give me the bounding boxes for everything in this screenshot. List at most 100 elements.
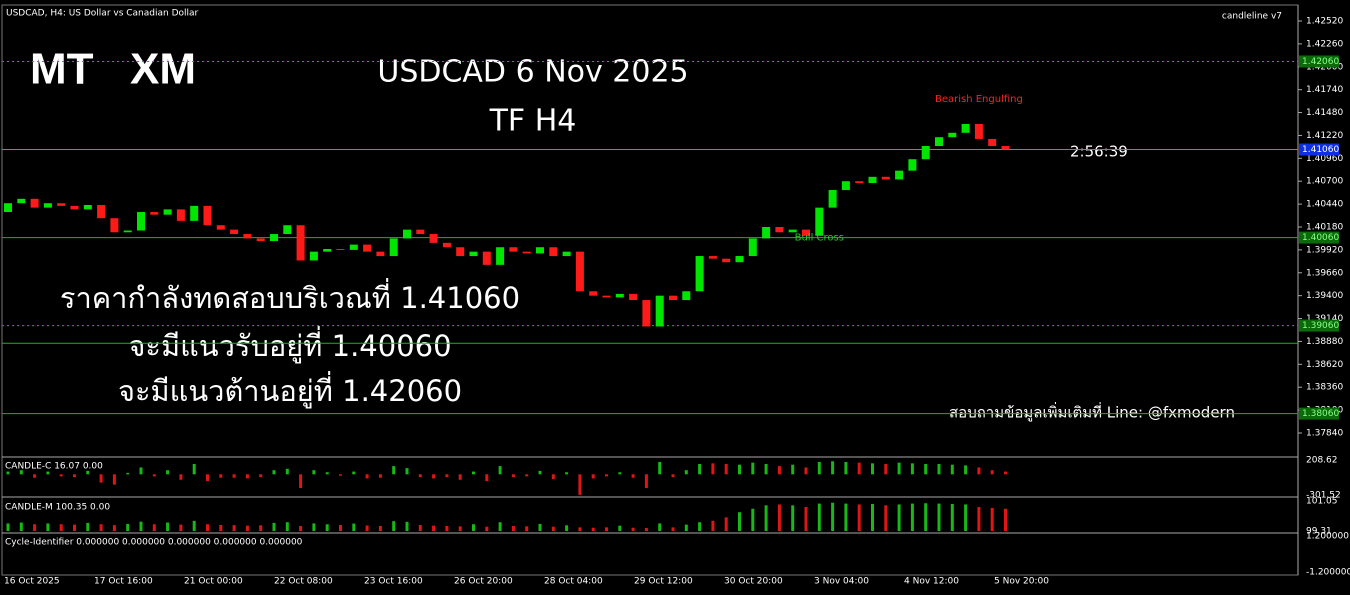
indicator-bar bbox=[751, 462, 755, 475]
indicator-label: CANDLE-M 100.35 0.00 bbox=[5, 503, 110, 513]
candle-body bbox=[230, 229, 239, 235]
candle-body bbox=[815, 207, 824, 236]
indicator-bar bbox=[19, 470, 23, 475]
indicator-bar bbox=[538, 523, 542, 531]
indicator-bar bbox=[511, 526, 515, 531]
candle-body bbox=[283, 225, 292, 235]
candle-body bbox=[123, 230, 132, 233]
indicator-bar bbox=[804, 507, 808, 531]
indicator-bar bbox=[871, 503, 874, 531]
indicator-bar bbox=[325, 472, 329, 475]
candle-body bbox=[43, 203, 52, 208]
indicator-bar bbox=[924, 503, 928, 531]
indicator-bar bbox=[511, 474, 515, 478]
indicator-bar bbox=[179, 474, 183, 480]
indicator-bar bbox=[724, 464, 728, 475]
candle-body bbox=[735, 256, 744, 263]
indicator-bar bbox=[472, 524, 475, 531]
candle-body bbox=[802, 229, 810, 236]
candle-body bbox=[496, 247, 505, 265]
candle-body bbox=[243, 234, 252, 239]
indicator-bar bbox=[964, 504, 968, 531]
indicator-bar bbox=[711, 463, 715, 475]
x-tick-label: 29 Oct 12:00 bbox=[634, 577, 693, 587]
candle-body bbox=[309, 251, 318, 261]
candle-body bbox=[881, 176, 890, 180]
candle-body bbox=[722, 258, 731, 263]
y-tick-label: 1.42520 bbox=[1306, 17, 1343, 27]
candle-body bbox=[655, 295, 664, 327]
indicator-bar bbox=[405, 468, 409, 475]
indicator-bar bbox=[192, 520, 196, 531]
candle-body bbox=[163, 209, 172, 215]
indicator-bar bbox=[658, 523, 662, 531]
indicator-bar bbox=[192, 464, 196, 475]
indicator-bar bbox=[232, 474, 236, 478]
indicator-bar bbox=[871, 463, 874, 475]
candle-body bbox=[349, 244, 358, 250]
y-tick-label: 1.38360 bbox=[1306, 383, 1343, 393]
x-tick-label: 23 Oct 16:00 bbox=[364, 577, 423, 587]
x-tick-label: 28 Oct 04:00 bbox=[544, 577, 603, 587]
indicator-name: candleline v7 bbox=[1222, 12, 1282, 22]
candle-body bbox=[855, 181, 864, 183]
indicator-bar bbox=[684, 470, 688, 475]
indicator-bar bbox=[897, 462, 901, 475]
indicator-bar bbox=[285, 522, 289, 531]
y-tick-label: 1.39140 bbox=[1306, 314, 1343, 324]
y-tick-label: 1.40440 bbox=[1306, 200, 1343, 210]
level-label: 1.42060 bbox=[1302, 57, 1339, 67]
indicator-bar bbox=[1004, 508, 1007, 531]
title: USDCAD 6 Nov 2025 bbox=[377, 55, 688, 90]
note: ราคากำลังทดสอบบริเวณที่ 1.41060 bbox=[60, 278, 520, 315]
indicator-bar bbox=[844, 503, 848, 531]
indicator-bar bbox=[405, 521, 409, 531]
candle-body bbox=[828, 190, 837, 208]
candle-body bbox=[841, 181, 850, 191]
indicator-bar bbox=[498, 466, 502, 475]
indicator-bar bbox=[99, 524, 103, 531]
note: จะมีแนวรับอยู่ที่ 1.40060 bbox=[128, 326, 451, 364]
indicator-bar bbox=[392, 521, 396, 531]
indicator-label: CANDLE-C 16.07 0.00 bbox=[5, 462, 103, 472]
indicator-bar bbox=[166, 470, 170, 475]
indicator-bar bbox=[46, 471, 50, 475]
indicator-bar bbox=[73, 524, 76, 531]
y-tick-label: 1.41480 bbox=[1306, 108, 1343, 118]
level-tag bbox=[1299, 231, 1339, 244]
indicator-bar bbox=[206, 474, 209, 482]
candle-body bbox=[748, 238, 757, 257]
candle-body bbox=[323, 249, 332, 252]
candle-body bbox=[669, 295, 677, 301]
indicator-bar bbox=[445, 526, 449, 531]
y-tick-label: 1.40960 bbox=[1306, 154, 1343, 164]
candle-body bbox=[456, 247, 465, 257]
logo-left: MT bbox=[30, 45, 94, 94]
indicator-bar bbox=[139, 521, 143, 531]
x-tick-label: 26 Oct 20:00 bbox=[454, 577, 513, 587]
candle-body bbox=[17, 198, 26, 204]
candle-body bbox=[762, 227, 771, 239]
indicator-bar bbox=[86, 522, 90, 531]
indicator-bar bbox=[1004, 471, 1007, 475]
indicator-bar bbox=[924, 464, 928, 475]
indicator-bar bbox=[152, 474, 156, 477]
indicator-bar bbox=[791, 505, 795, 531]
candle-body bbox=[190, 205, 199, 221]
candle-body bbox=[522, 251, 531, 254]
candle-body bbox=[4, 203, 12, 213]
indicator-bar bbox=[525, 526, 529, 531]
indicator-bar bbox=[777, 504, 781, 531]
candle-body bbox=[536, 247, 544, 254]
indicator-bar bbox=[525, 474, 529, 477]
indicator-bar bbox=[432, 474, 436, 479]
logo-right: XM bbox=[130, 45, 196, 94]
candle-body bbox=[615, 293, 624, 298]
x-tick-label: 21 Oct 00:00 bbox=[184, 577, 243, 587]
indicator-bar bbox=[392, 466, 396, 475]
y-tick-label: 1.40700 bbox=[1306, 177, 1343, 187]
indicator-bar bbox=[59, 474, 63, 477]
candle-body bbox=[935, 137, 943, 147]
indicator-bar bbox=[179, 524, 183, 531]
candle-body bbox=[629, 293, 638, 301]
